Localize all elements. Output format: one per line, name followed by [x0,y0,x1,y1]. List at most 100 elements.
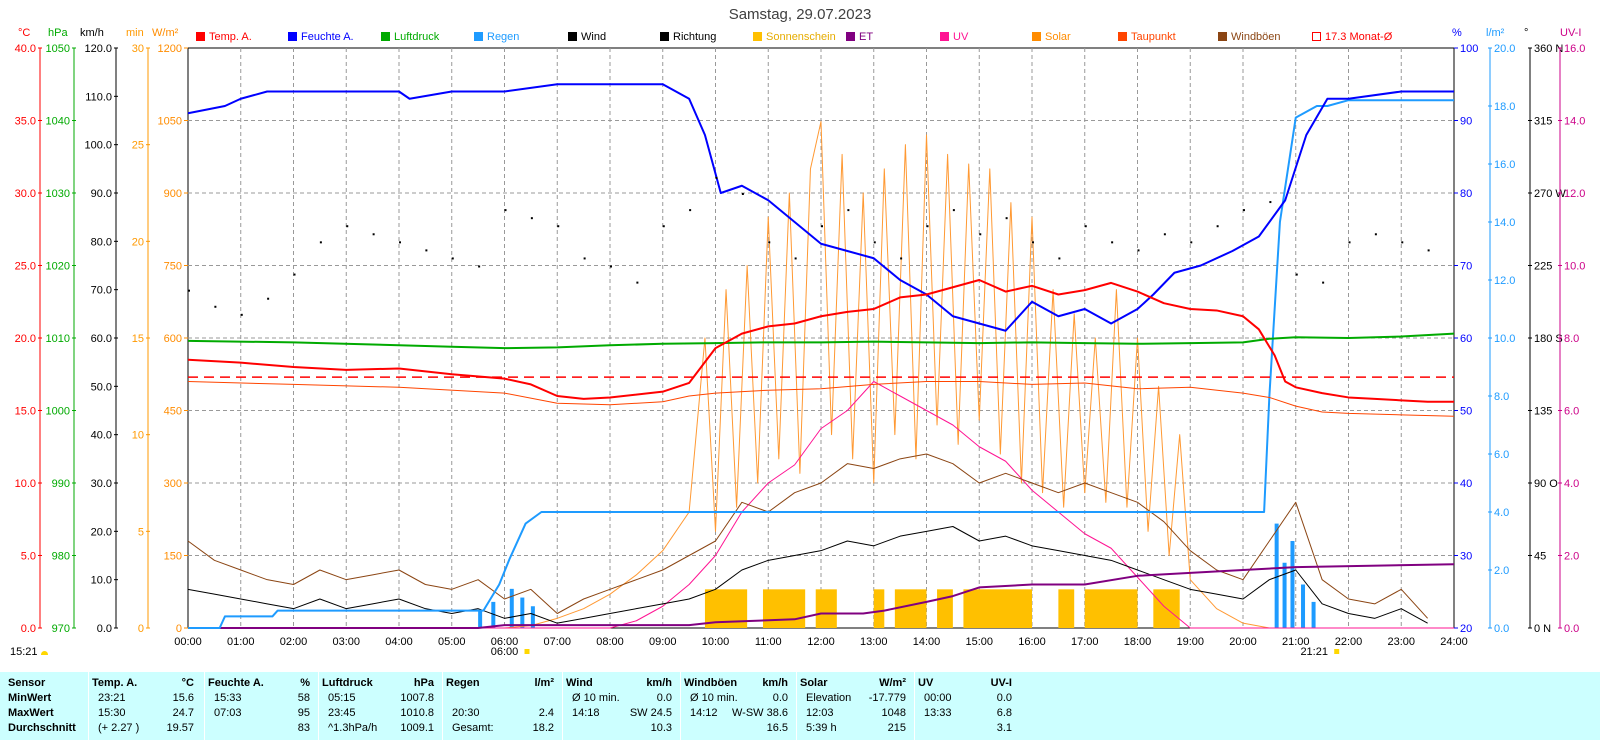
temp-tick-label: 0.0 [21,623,36,635]
kmh-tick-label: 80.0 [91,236,112,248]
uvi-tick-label: 0.0 [1564,623,1579,635]
stats-max-time: 13:33 [924,707,952,719]
stats-avg-label: Gesamt: [452,722,494,734]
direction-point [240,313,243,316]
temp-tick-label: 10.0 [15,478,36,490]
x-tick-label: 14:00 [913,636,941,648]
legend-swatch [753,32,762,41]
direction-point [1137,249,1140,252]
legend-item-2: Luftdruck [381,31,439,43]
x-tick-label: 18:00 [1124,636,1152,648]
direction-point [662,225,665,228]
direction-point [583,257,586,260]
direction-point [715,176,718,179]
direction-point [1322,281,1325,284]
stats-unit: km/h [762,677,788,689]
lm2-tick-label: 16.0 [1494,159,1515,171]
legend-item-10: Taupunkt [1118,31,1176,43]
wm2-tick-label: 1200 [158,43,182,55]
direction-point [425,249,428,252]
stats-unit: % [300,677,310,689]
direction-point [293,273,296,276]
direction-point [478,265,481,268]
lm2-tick-label: 18.0 [1494,101,1515,113]
lm2-tick-label: 2.0 [1494,565,1509,577]
temp-tick-label: 40.0 [15,43,36,55]
legend-label: Regen [487,31,520,43]
lm2-tick-label: 10.0 [1494,333,1515,345]
stats-avg-label: (+ 2.27 ) [98,722,140,734]
direction-point [504,209,507,212]
stats-unit: km/h [646,677,672,689]
pressure-line [187,332,1455,350]
direction-point [1058,257,1061,260]
sunshine-bar [1058,589,1075,628]
temp-tick-label: 15.0 [15,406,36,418]
sunrise-time: 06:00 [491,646,519,658]
stats-column-divider [680,672,681,740]
stats-max-value: 6.8 [996,707,1012,719]
pct-tick-label: 20 [1460,623,1472,635]
pct-tick-label: 50 [1460,406,1472,418]
unit-label-temp: °C [18,27,30,39]
solar-line [188,120,1454,629]
direction-point [1374,233,1377,236]
legend-item-6: Sonnenschein [753,31,836,43]
stats-min-value: 0.0 [772,692,788,704]
stats-min-value: 0.0 [656,692,672,704]
legend-item-9: Solar [1032,31,1071,43]
hpa-tick-label: 990 [52,478,70,490]
unit-label-pct: % [1452,27,1462,39]
sunshine-bar [873,589,885,628]
direction-point [900,257,903,260]
direction-point [1401,241,1404,244]
direction-point [1243,209,1245,212]
wm2-tick-label: 900 [164,188,182,200]
kmh-tick-label: 50.0 [91,381,112,393]
lm2-tick-label: 8.0 [1494,391,1509,403]
legend-label: Feuchte A. [301,31,354,43]
stats-min-time: Ø 10 min. [690,692,738,704]
hpa-tick-label: 970 [52,623,70,635]
x-tick-label: 09:00 [649,636,677,648]
stats-unit: W/m² [879,677,906,689]
uv-line [188,381,1454,629]
stats-avg-label: 5:39 h [806,722,837,734]
stats-table: Sensor MinWert MaxWert Durchschnitt Temp. A.… [0,672,1600,740]
temp-tick-label: 30.0 [15,188,36,200]
uvi-tick-label: 2.0 [1564,551,1579,563]
direction-point [188,289,190,292]
pct-tick-label: 40 [1460,478,1472,490]
stats-column-divider [562,672,563,740]
legend-swatch [288,32,297,41]
x-tick-label: 19:00 [1176,636,1204,648]
legend-swatch [940,32,949,41]
hpa-tick-label: 1000 [46,406,70,418]
deg-tick-label: 270 W [1534,188,1566,200]
stats-avg-value: 1009.1 [400,722,434,734]
x-tick-label: 01:00 [227,636,255,648]
x-tick-label: 08:00 [596,636,624,648]
kmh-tick-label: 60.0 [91,333,112,345]
stats-header: Feuchte A. [208,677,264,689]
direction-point [557,225,560,228]
stats-unit: l/m² [534,677,554,689]
stats-max-time: 15:30 [98,707,126,719]
unit-label-lm2: l/m² [1486,27,1505,39]
stats-min-time: 05:15 [328,692,356,704]
stats-max-value: 24.7 [172,707,194,719]
rain-bar [1301,584,1306,628]
direction-point [267,297,270,300]
direction-point [794,257,797,260]
legend-swatch [846,32,855,41]
legend-item-11: Windböen [1218,31,1281,43]
rain-bar [509,588,514,628]
direction-point [1032,241,1034,244]
uvi-tick-label: 12.0 [1564,188,1585,200]
uvi-tick-label: 6.0 [1564,406,1579,418]
stats-max-time: 14:18 [572,707,600,719]
legend-swatch [660,32,669,41]
hpa-tick-label: 1040 [46,116,70,128]
pct-tick-label: 80 [1460,188,1472,200]
pct-tick-label: 30 [1460,551,1472,563]
